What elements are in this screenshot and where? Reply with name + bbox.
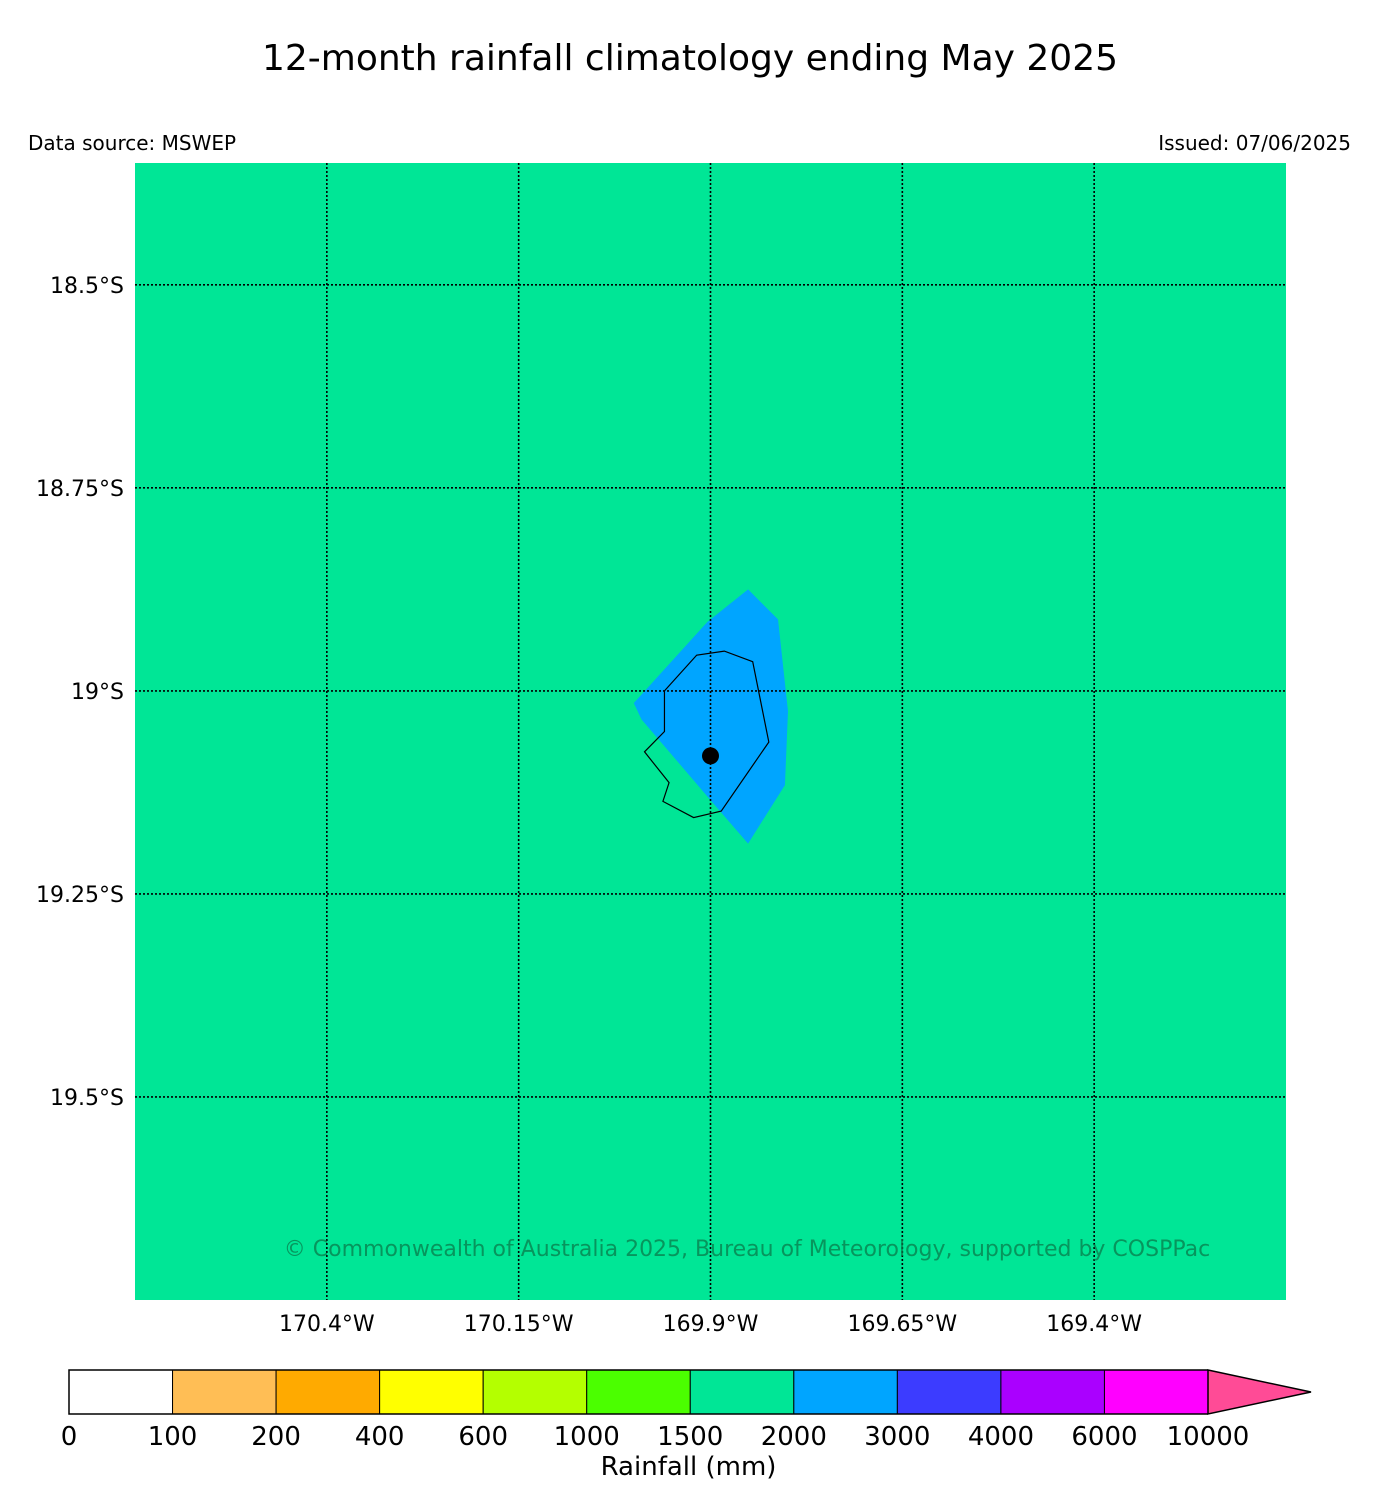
colorbar-tick-label: 2000: [761, 1422, 827, 1452]
colorbar-swatch: [586, 1369, 691, 1415]
colorbar-tick-label: 100: [148, 1422, 198, 1452]
colorbar-label: Rainfall (mm): [601, 1452, 777, 1482]
colorbar-tick-label: 0: [61, 1422, 78, 1452]
colorbar-extend-arrow: [1207, 1369, 1312, 1415]
lon-tick-label: 170.15°W: [464, 1312, 574, 1337]
colorbar-tick-label: 200: [251, 1422, 301, 1452]
station-marker: [702, 747, 719, 765]
colorbar-swatch: [482, 1369, 588, 1415]
colorbar-tick-label: 6000: [1071, 1422, 1137, 1452]
colorbar-tick-label: 1500: [657, 1422, 723, 1452]
lat-tick-label: 19°S: [71, 680, 124, 705]
map-panel: 170.4°W 170.15°W 169.9°W 169.65°W 169.4°W 18.…: [36, 163, 1286, 1337]
island-coastline: [643, 650, 770, 819]
colorbar-swatch: [896, 1369, 1002, 1415]
issued-date-label: Issued: 07/06/2025: [1158, 131, 1351, 155]
lon-tick-label: 169.65°W: [847, 1312, 957, 1337]
colorbar-tick-label: 10000: [1167, 1422, 1250, 1452]
colorbar-swatch: [1103, 1369, 1209, 1415]
colorbar-tick-label: 400: [355, 1422, 405, 1452]
lat-tick-label: 18.5°S: [50, 274, 124, 299]
lon-tick-label: 170.4°W: [279, 1312, 375, 1337]
colorbar-swatch: [689, 1369, 795, 1415]
colorbar-tick-label: 1000: [554, 1422, 620, 1452]
copyright-notice: © Commonwealth of Australia 2025, Bureau…: [284, 1237, 1210, 1262]
lon-tick-label: 169.9°W: [663, 1312, 759, 1337]
colorbar-tick-label: 4000: [968, 1422, 1034, 1452]
colorbar-swatch: [379, 1369, 484, 1415]
lat-tick-label: 19.25°S: [36, 883, 124, 908]
map-title: 12-month rainfall climatology ending May…: [261, 38, 1119, 79]
colorbar-swatch: [793, 1369, 898, 1415]
lon-tick-label: 169.4°W: [1046, 1312, 1142, 1337]
lat-tick-label: 18.75°S: [36, 477, 124, 502]
colorbar-swatch: [68, 1369, 174, 1415]
colorbar-swatch: [275, 1369, 381, 1415]
data-source-label: Data source: MSWEP: [28, 131, 237, 155]
colorbar-frame: [68, 1369, 1208, 1415]
colorbar-tick-label: 3000: [864, 1422, 930, 1452]
colorbar: 0 100 200 400 600 1000 1500 2000 3000 4000 6000 100…: [61, 1369, 1312, 1482]
colorbar-swatch: [1000, 1369, 1105, 1415]
colorbar-tick-label: 600: [458, 1422, 508, 1452]
lat-tick-label: 19.5°S: [50, 1086, 124, 1111]
colorbar-swatch: [172, 1369, 277, 1415]
